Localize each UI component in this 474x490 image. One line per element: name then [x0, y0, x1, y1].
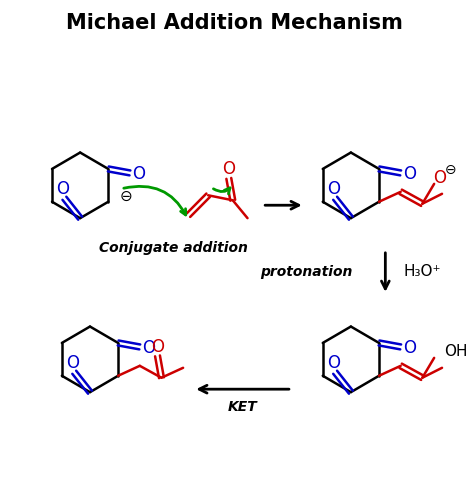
Text: H₃O⁺: H₃O⁺	[403, 264, 440, 279]
Text: O: O	[66, 354, 79, 372]
Text: O: O	[434, 169, 447, 187]
Text: ⊖: ⊖	[119, 189, 132, 204]
Text: KET: KET	[228, 400, 257, 414]
Text: O: O	[222, 160, 235, 178]
Text: Conjugate addition: Conjugate addition	[99, 241, 248, 255]
Text: protonation: protonation	[260, 265, 353, 279]
Text: O: O	[327, 180, 340, 198]
Text: O: O	[56, 180, 69, 198]
Text: OH: OH	[444, 344, 467, 359]
Text: O: O	[403, 165, 416, 183]
Text: Michael Addition Mechanism: Michael Addition Mechanism	[66, 13, 403, 33]
Text: O: O	[327, 354, 340, 372]
Text: O: O	[142, 339, 155, 357]
Text: O: O	[151, 338, 164, 356]
Text: O: O	[403, 339, 416, 357]
Text: ⊖: ⊖	[445, 163, 457, 177]
Text: O: O	[132, 165, 146, 183]
